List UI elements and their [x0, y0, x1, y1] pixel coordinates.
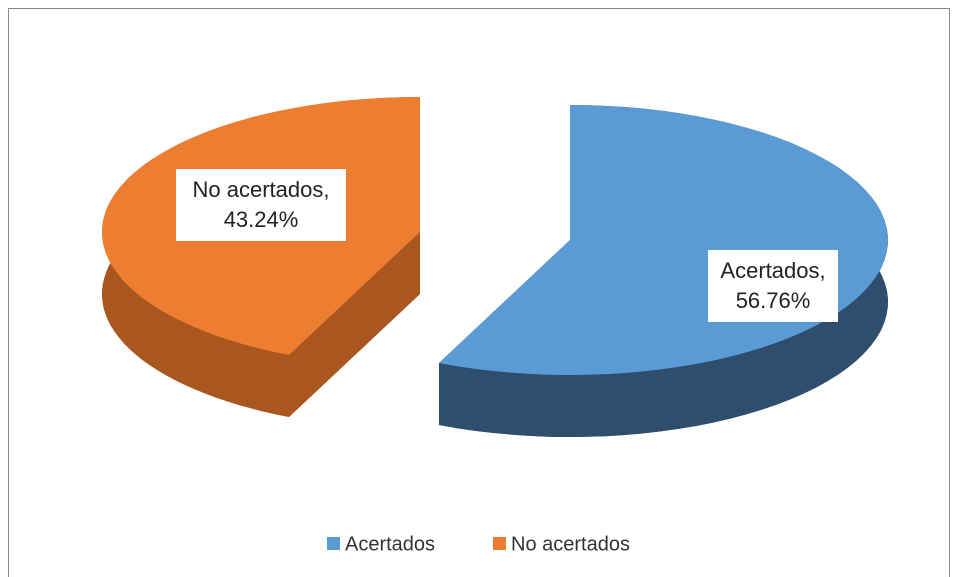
- legend-label: No acertados: [511, 533, 630, 555]
- legend-swatch: [327, 537, 340, 550]
- legend-label: Acertados: [345, 533, 435, 555]
- data-label: Acertados, 56.76%: [708, 250, 838, 322]
- legend-swatch: [493, 537, 506, 550]
- pie-side: [289, 232, 420, 417]
- data-label: No acertados, 43.24%: [176, 169, 346, 241]
